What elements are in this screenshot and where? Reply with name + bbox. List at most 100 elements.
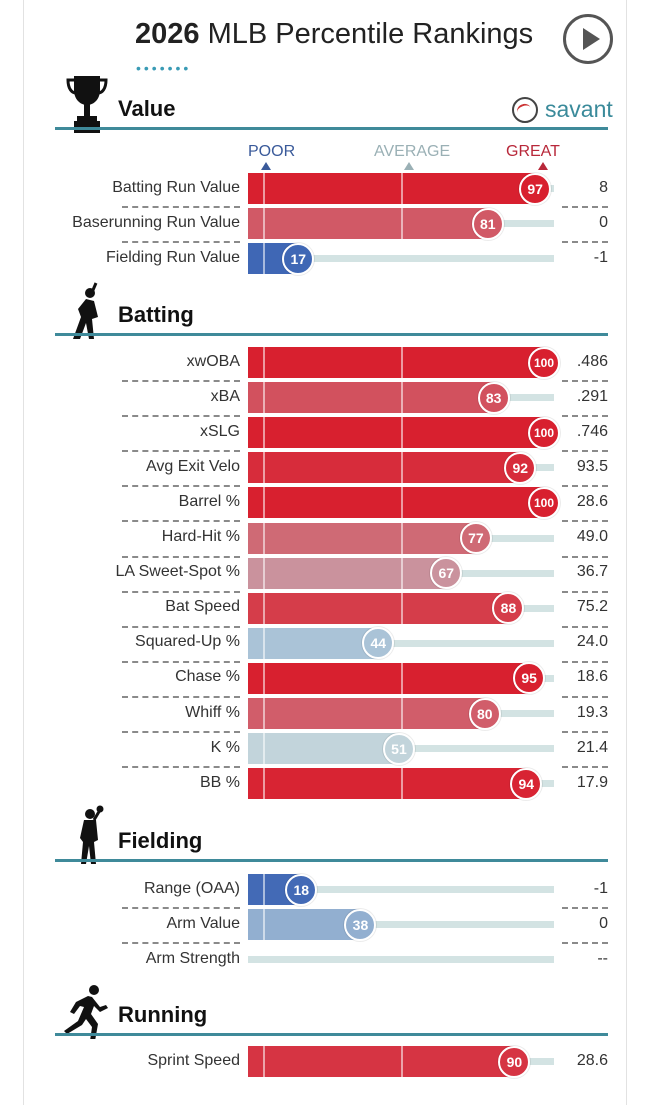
- bar-gridline: [401, 662, 403, 694]
- metric-value: 21.4: [576, 738, 608, 756]
- row-separator: [562, 695, 608, 698]
- metric-value: .486: [576, 352, 608, 370]
- row-separator: [562, 766, 608, 769]
- play-button[interactable]: [563, 14, 613, 64]
- metric-value: 93.5: [576, 457, 608, 475]
- percentile-badge: 80: [468, 697, 501, 730]
- savant-logo[interactable]: savant: [545, 96, 613, 122]
- percentile-badge: 100: [528, 486, 560, 519]
- bar-gridline: [401, 208, 403, 240]
- axis-average-label: AVERAGE: [374, 143, 451, 160]
- row-separator: [122, 590, 240, 593]
- row-separator: [122, 380, 240, 382]
- row-separator: [562, 415, 608, 418]
- row-separator: [562, 555, 608, 558]
- metric-label: Barrel %: [178, 492, 240, 510]
- bar-gridline: [263, 208, 266, 240]
- bar-gridline: [263, 347, 266, 378]
- row-separator: [122, 555, 240, 558]
- bar-gridline: [401, 698, 403, 729]
- percentile-badge: 18: [285, 873, 318, 906]
- percentile-badge: 51: [382, 732, 415, 765]
- metric-label: xBA: [210, 387, 240, 405]
- bar-gridline: [263, 487, 266, 519]
- row-separator: [122, 241, 240, 244]
- title-dots: •••••••: [136, 60, 192, 76]
- runner-icon: [60, 983, 108, 1044]
- bar-gridline: [263, 1046, 266, 1077]
- percentile-badge: 92: [504, 451, 537, 484]
- section-title-batting: Batting: [118, 302, 194, 327]
- bar-gridline: [263, 662, 266, 694]
- percentile-badge: 100: [528, 346, 560, 379]
- metric-value: 28.6: [576, 492, 608, 510]
- bar-gridline: [263, 592, 266, 624]
- metric-label: Bat Speed: [165, 598, 240, 616]
- bar-track: [248, 639, 554, 647]
- bar-gridline: [263, 733, 266, 765]
- metric-label: Hard-Hit %: [161, 528, 240, 545]
- metric-value: 19.3: [576, 703, 608, 721]
- bar-gridline: [401, 522, 403, 554]
- trophy-icon: [66, 74, 108, 141]
- row-separator: [122, 731, 240, 733]
- row-separator: [562, 907, 608, 909]
- row-separator: [562, 241, 608, 244]
- percentile-badge: 81: [471, 207, 504, 240]
- row-separator: [562, 942, 608, 945]
- row-separator: [562, 380, 608, 382]
- percentile-badge: 90: [498, 1045, 531, 1078]
- percentile-badge: 88: [492, 592, 525, 625]
- bar-gridline: [401, 173, 403, 204]
- metric-label: Batting Run Value: [112, 178, 240, 196]
- bar-track: [248, 255, 554, 263]
- percentile-bar: [248, 733, 399, 765]
- percentile-bar: [248, 627, 379, 659]
- row-separator: [562, 731, 608, 733]
- metric-value: .291: [576, 387, 608, 405]
- metric-label: BB %: [199, 773, 240, 791]
- metric-label: Range (OAA): [143, 879, 240, 897]
- metric-label: xSLG: [199, 422, 240, 440]
- baseball-icon: [512, 97, 538, 123]
- bar-gridline: [401, 487, 403, 519]
- row-separator: [122, 485, 240, 488]
- percentile-badge: 77: [459, 522, 492, 554]
- axis-great-label: GREAT: [506, 143, 560, 160]
- percentile-bar: [248, 452, 521, 484]
- metric-label: Fielding Run Value: [105, 248, 240, 266]
- bar-gridline: [263, 243, 266, 275]
- metric-label: Avg Exit Velo: [146, 457, 240, 475]
- axis-poor-marker: [261, 162, 271, 170]
- bar-gridline: [263, 557, 266, 589]
- metric-value: 0: [599, 213, 608, 231]
- metric-value: --: [597, 949, 608, 967]
- row-separator: [122, 450, 240, 453]
- bar-track: [248, 886, 554, 893]
- metric-value: 24.0: [576, 633, 608, 651]
- row-separator: [122, 625, 240, 628]
- metric-label: K %: [210, 738, 240, 756]
- metric-label: LA Sweet-Spot %: [115, 563, 240, 581]
- percentile-badge: 95: [513, 662, 546, 695]
- section-divider: [55, 127, 608, 130]
- percentile-badge: 67: [430, 557, 463, 590]
- percentile-bar: [248, 382, 494, 414]
- metric-value: 18.6: [576, 668, 608, 686]
- percentile-bar: [248, 662, 530, 694]
- row-separator: [562, 450, 608, 453]
- bar-gridline: [401, 417, 403, 449]
- percentile-bar: [248, 592, 509, 624]
- bar-gridline: [401, 452, 403, 484]
- percentile-badge: 83: [477, 381, 510, 414]
- row-separator: [562, 660, 608, 663]
- metric-label: Baserunning Run Value: [72, 213, 240, 231]
- bar-track: [248, 956, 554, 964]
- section-divider: [55, 859, 608, 862]
- bar-gridline: [401, 768, 403, 800]
- page-title: 2026 MLB Percentile Rankings: [135, 18, 533, 51]
- percentile-bar: [248, 208, 488, 240]
- percentile-badge: 97: [519, 172, 552, 205]
- percentile-badge: 38: [344, 908, 377, 941]
- row-separator: [562, 625, 608, 628]
